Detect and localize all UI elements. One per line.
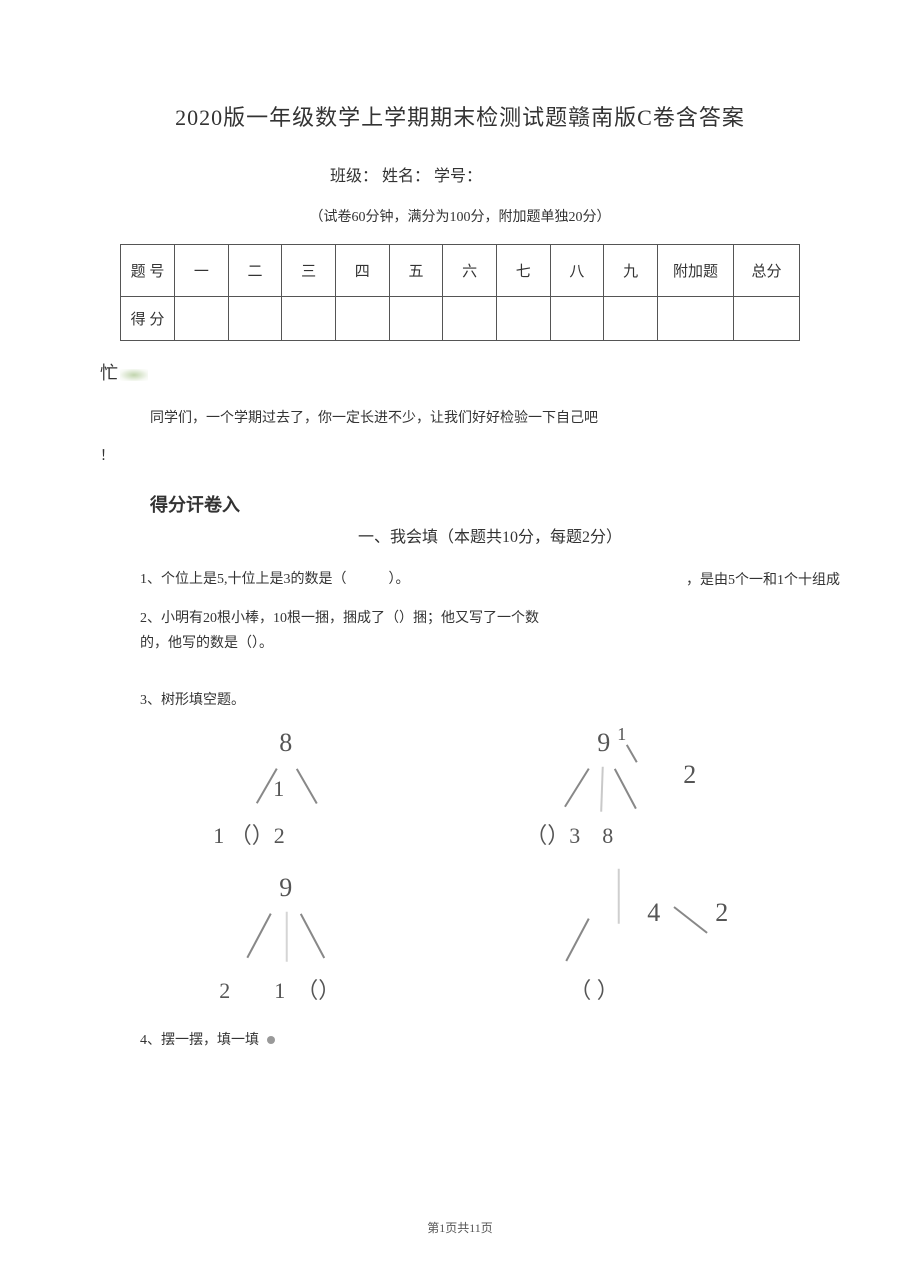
tree-node: 9	[279, 873, 292, 903]
tree-node: 2 1 （）	[219, 973, 340, 1005]
score-cell	[550, 297, 604, 341]
smudge-mark	[120, 369, 148, 381]
tree-edge	[627, 744, 638, 762]
id-label: 学号：	[434, 168, 482, 185]
col-header: 一	[175, 245, 229, 297]
mang-char: 忙	[100, 363, 118, 383]
col-header: 三	[282, 245, 336, 297]
row-label: 题 号	[121, 245, 175, 297]
row-label: 得 分	[121, 297, 175, 341]
page-footer: 第1页共11页	[0, 1219, 920, 1236]
q2-line2: 的，他写的数是（）。	[140, 636, 273, 651]
tree-edge	[247, 913, 272, 958]
tree-node: （）3 8	[525, 818, 613, 850]
score-table: 题 号 一 二 三 四 五 六 七 八 九 附加题 总分 得 分	[120, 244, 800, 341]
tree-node: 1	[273, 776, 284, 802]
tree-edge	[286, 911, 288, 961]
tree-diagrams: 8 1 1 （）2 9 2 1 （） 9 1 2 （）3 8 4 2 （ ）	[120, 728, 800, 1018]
tree-edge	[301, 913, 326, 958]
section-title: 一、我会填（本题共10分，每题2分）	[180, 523, 800, 547]
tree-edge	[601, 766, 604, 811]
tree-node: 1	[617, 724, 626, 745]
col-header: 四	[335, 245, 389, 297]
tree-edge	[565, 768, 590, 807]
question-2: 2、小明有20根小棒，10根一捆，捆成了（）捆；他又写了一个数 的，他写的数是（…	[140, 606, 800, 656]
tree-edge	[566, 918, 590, 961]
exam-meta: （试卷60分钟，满分为100分，附加题单独20分）	[120, 206, 800, 226]
tree-node: （ ）	[569, 973, 619, 1005]
tree-edge	[297, 768, 318, 803]
col-header: 七	[496, 245, 550, 297]
intro-text: 同学们，一个学期过去了，你一定长进不少，让我们好好检验一下自己吧	[150, 407, 800, 431]
circle-icon	[267, 1036, 275, 1044]
exam-title: 2020版一年级数学上学期期末检测试题赣南版C卷含答案	[120, 100, 800, 132]
score-cell	[335, 297, 389, 341]
tree-node: 4	[647, 898, 660, 928]
tree-left: 8 1 1 （）2 9 2 1 （）	[159, 728, 441, 1018]
score-cell	[389, 297, 443, 341]
col-header: 二	[228, 245, 282, 297]
score-cell	[443, 297, 497, 341]
student-info: 班级： 姓名： 学号：	[290, 162, 800, 186]
tree-node: 2	[715, 898, 728, 928]
tree-node: 8	[279, 728, 292, 758]
table-row: 得 分	[121, 297, 800, 341]
tree-node: 9	[597, 728, 610, 758]
score-cell	[175, 297, 229, 341]
score-cell	[734, 297, 800, 341]
section-header: 得分讦卷入	[150, 491, 800, 517]
name-label: 姓名：	[382, 168, 430, 185]
tree-node: 1 （）2	[213, 818, 285, 850]
tree-edge	[618, 868, 620, 923]
col-header: 九	[604, 245, 658, 297]
col-header: 六	[443, 245, 497, 297]
mang-text: 忙	[100, 359, 800, 385]
q2-line1: 2、小明有20根小棒，10根一捆，捆成了（）捆；他又写了一个数	[140, 611, 539, 626]
question-1-side: ，是由5个一和1个十组成	[686, 569, 840, 589]
class-label: 班级：	[330, 168, 378, 185]
tree-node: 2	[683, 760, 696, 790]
tree-edge	[615, 768, 637, 808]
score-cell	[658, 297, 734, 341]
tree-right: 9 1 2 （）3 8 4 2 （ ）	[479, 728, 761, 1018]
col-header-extra: 附加题	[658, 245, 734, 297]
question-3: 3、树形填空题。	[140, 688, 800, 713]
q4-text: 4、摆一摆，填一填	[140, 1033, 259, 1048]
score-cell	[228, 297, 282, 341]
tree-edge	[674, 906, 708, 933]
score-cell	[604, 297, 658, 341]
score-cell	[282, 297, 336, 341]
table-row: 题 号 一 二 三 四 五 六 七 八 九 附加题 总分	[121, 245, 800, 297]
col-header: 八	[550, 245, 604, 297]
score-cell	[496, 297, 550, 341]
intro-exclaim: ！	[100, 445, 800, 465]
question-4: 4、摆一摆，填一填	[140, 1028, 800, 1053]
col-header: 五	[389, 245, 443, 297]
col-header-total: 总分	[734, 245, 800, 297]
